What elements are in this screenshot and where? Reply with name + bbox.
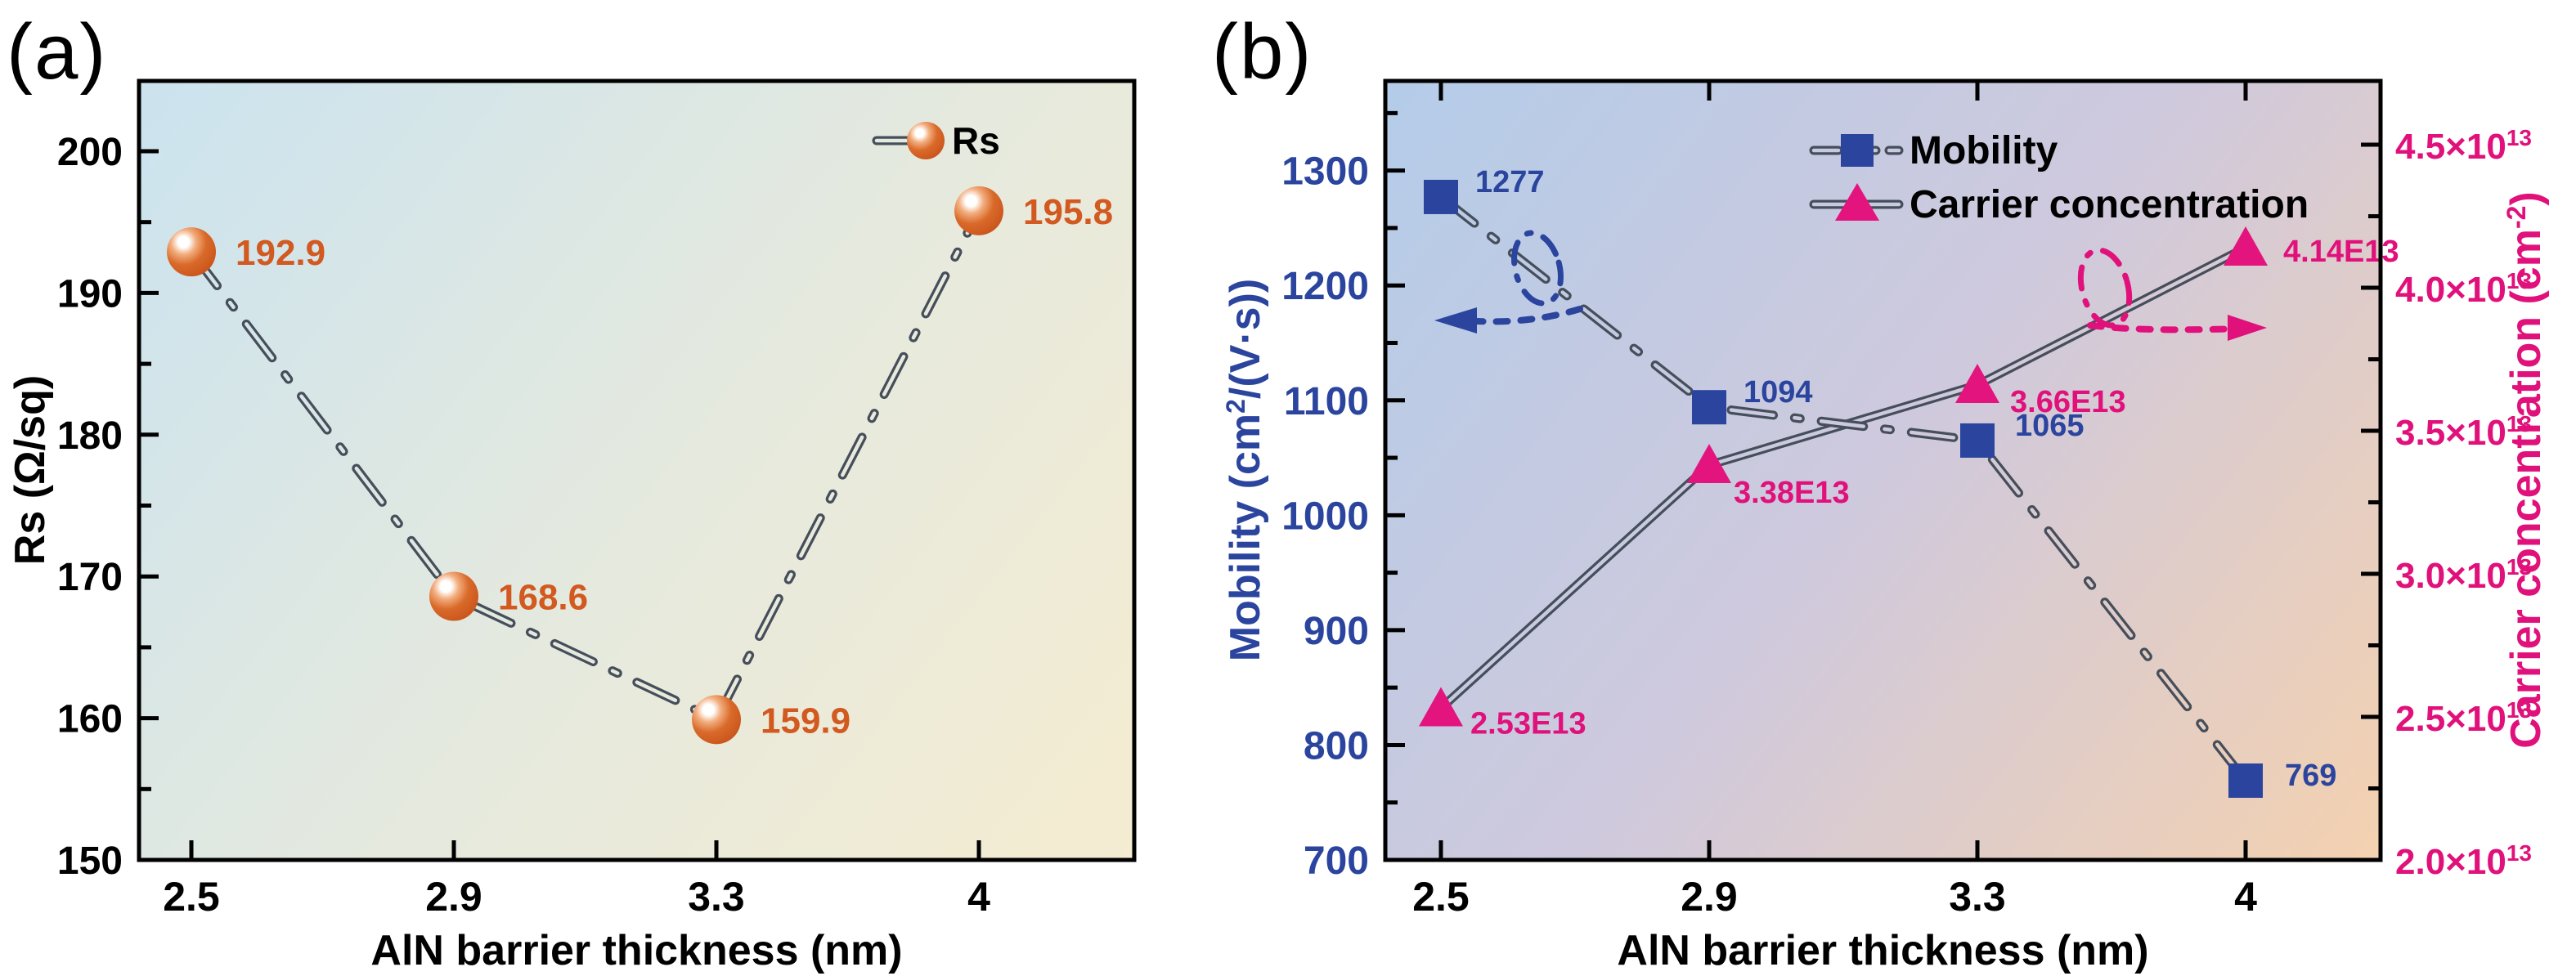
right-y-axis-tick-label: 4.0×1013 <box>2395 268 2532 310</box>
rs-data-label: 195.8 <box>1023 192 1113 232</box>
left-y-axis-tick-label: 700 <box>1304 839 1369 883</box>
legend-rs-marker <box>907 122 945 159</box>
y-axis-tick-label: 190 <box>57 272 123 316</box>
mobility-data-point <box>1424 179 1458 214</box>
legend-rs-label: Rs <box>952 119 1000 162</box>
y-axis-tick-label: 200 <box>57 131 123 174</box>
panel-b-right-y-axis-title: Carrier concentration (cm-2) <box>2502 191 2550 749</box>
panel-a-x-axis-title: AlN barrier thickness (nm) <box>370 927 902 974</box>
x-axis-tick-label: 3.3 <box>1949 874 2006 920</box>
rs-data-point <box>429 571 478 621</box>
rs-data-point <box>692 695 741 745</box>
legend-carrier-marker <box>1835 183 1879 221</box>
left-y-axis-tick-label: 1300 <box>1281 150 1369 194</box>
right-y-axis-tick-label: 3.5×1013 <box>2395 411 2532 453</box>
mobility-data-point <box>1960 423 1995 458</box>
rs-data-label: 192.9 <box>236 233 325 273</box>
x-axis-tick-label: 2.9 <box>1681 874 1738 920</box>
left-y-axis-tick-label: 900 <box>1304 610 1369 653</box>
carrier-data-label: 3.66E13 <box>2010 385 2126 419</box>
mobility-data-point <box>1692 390 1726 425</box>
legend-mobility-marker <box>1841 134 1874 167</box>
left-y-axis-tick-label: 800 <box>1304 724 1369 768</box>
left-y-axis-tick-label: 1200 <box>1281 265 1369 308</box>
panel-a-plot-border <box>137 78 1137 862</box>
x-axis-tick-label: 2.9 <box>425 874 482 920</box>
right-y-axis-tick-label: 2.0×1013 <box>2395 840 2532 882</box>
x-axis-tick-label: 4 <box>2234 874 2257 920</box>
mobility-data-point <box>2228 763 2263 799</box>
legend-mobility-label: Mobility <box>1910 129 2058 172</box>
left-y-axis-tick-label: 1100 <box>1284 380 1369 423</box>
carrier-data-point <box>1687 444 1731 484</box>
panel-b-legend: Mobility Carrier concentration <box>1809 129 2309 226</box>
legend-carrier-label: Carrier concentration <box>1910 183 2309 226</box>
left-axis-pointer-shaft <box>1474 306 1583 325</box>
carrier-data-point <box>2224 226 2268 266</box>
mobility-data-label: 769 <box>2285 759 2336 793</box>
right-axis-pointer-shaft <box>2087 322 2244 334</box>
x-axis-tick-label: 2.5 <box>163 874 220 920</box>
right-y-axis-tick-label: 2.5×1013 <box>2395 697 2532 739</box>
panel-b-plot-background <box>1385 81 2381 860</box>
left-axis-pointer-arrowhead <box>1434 307 1477 334</box>
axis-pointer-annotations <box>1434 230 2267 341</box>
right-y-axis-tick-label: 4.5×1013 <box>2395 125 2532 167</box>
panel-a-chart: 192.9 168.6 159.9 195.8 150 160 170 180 190 200 2.… <box>7 78 1137 974</box>
panel-a-y-axis-title: Rs (Ω/sq) <box>7 375 54 565</box>
x-axis-tick-label: 2.5 <box>1412 874 1470 920</box>
rs-data-label: 168.6 <box>498 577 588 617</box>
x-axis-tick-label: 3.3 <box>688 874 745 920</box>
y-axis-tick-label: 150 <box>57 839 123 883</box>
carrier-data-label: 3.38E13 <box>1734 476 1850 510</box>
left-axis-pointer-ellipse <box>1511 230 1564 307</box>
panel-a-tag: (a) <box>7 8 108 96</box>
mobility-series-line-inner <box>1438 195 2248 783</box>
y-axis-tick-label: 160 <box>57 698 123 741</box>
mobility-data-label: 1094 <box>1744 375 1813 410</box>
mobility-data-label: 1277 <box>1475 165 1545 199</box>
panel-b-chart: 1277109410657692.53E133.38E133.66E134.14… <box>1221 78 2550 974</box>
carrier-data-label: 2.53E13 <box>1470 707 1586 741</box>
rs-data-point <box>954 186 1003 235</box>
panel-b-tag: (b) <box>1212 8 1313 96</box>
x-axis-tick-label: 4 <box>967 874 990 920</box>
right-axis-pointer-arrowhead <box>2228 315 2267 341</box>
panel-b-x-axis-title: AlN barrier thickness (nm) <box>1617 927 2148 974</box>
left-y-axis-tick-label: 1000 <box>1281 495 1369 538</box>
carrier-data-point <box>1419 687 1463 727</box>
panel-b-left-y-axis-title: Mobility (cm2/(V·s)) <box>1221 279 1269 661</box>
rs-series-line-inner <box>189 208 981 722</box>
rs-data-point <box>167 227 216 277</box>
rs-data-label: 159.9 <box>761 701 850 741</box>
right-y-axis-tick-label: 3.0×1013 <box>2395 554 2532 596</box>
panel-a-legend: Rs <box>872 119 1000 162</box>
carrier-data-point <box>1955 364 1999 404</box>
mobility-data-label: 1065 <box>2015 409 2085 443</box>
y-axis-tick-label: 170 <box>57 556 123 599</box>
panel-b-plot-border <box>1383 78 2383 862</box>
y-axis-tick-label: 180 <box>57 414 123 458</box>
